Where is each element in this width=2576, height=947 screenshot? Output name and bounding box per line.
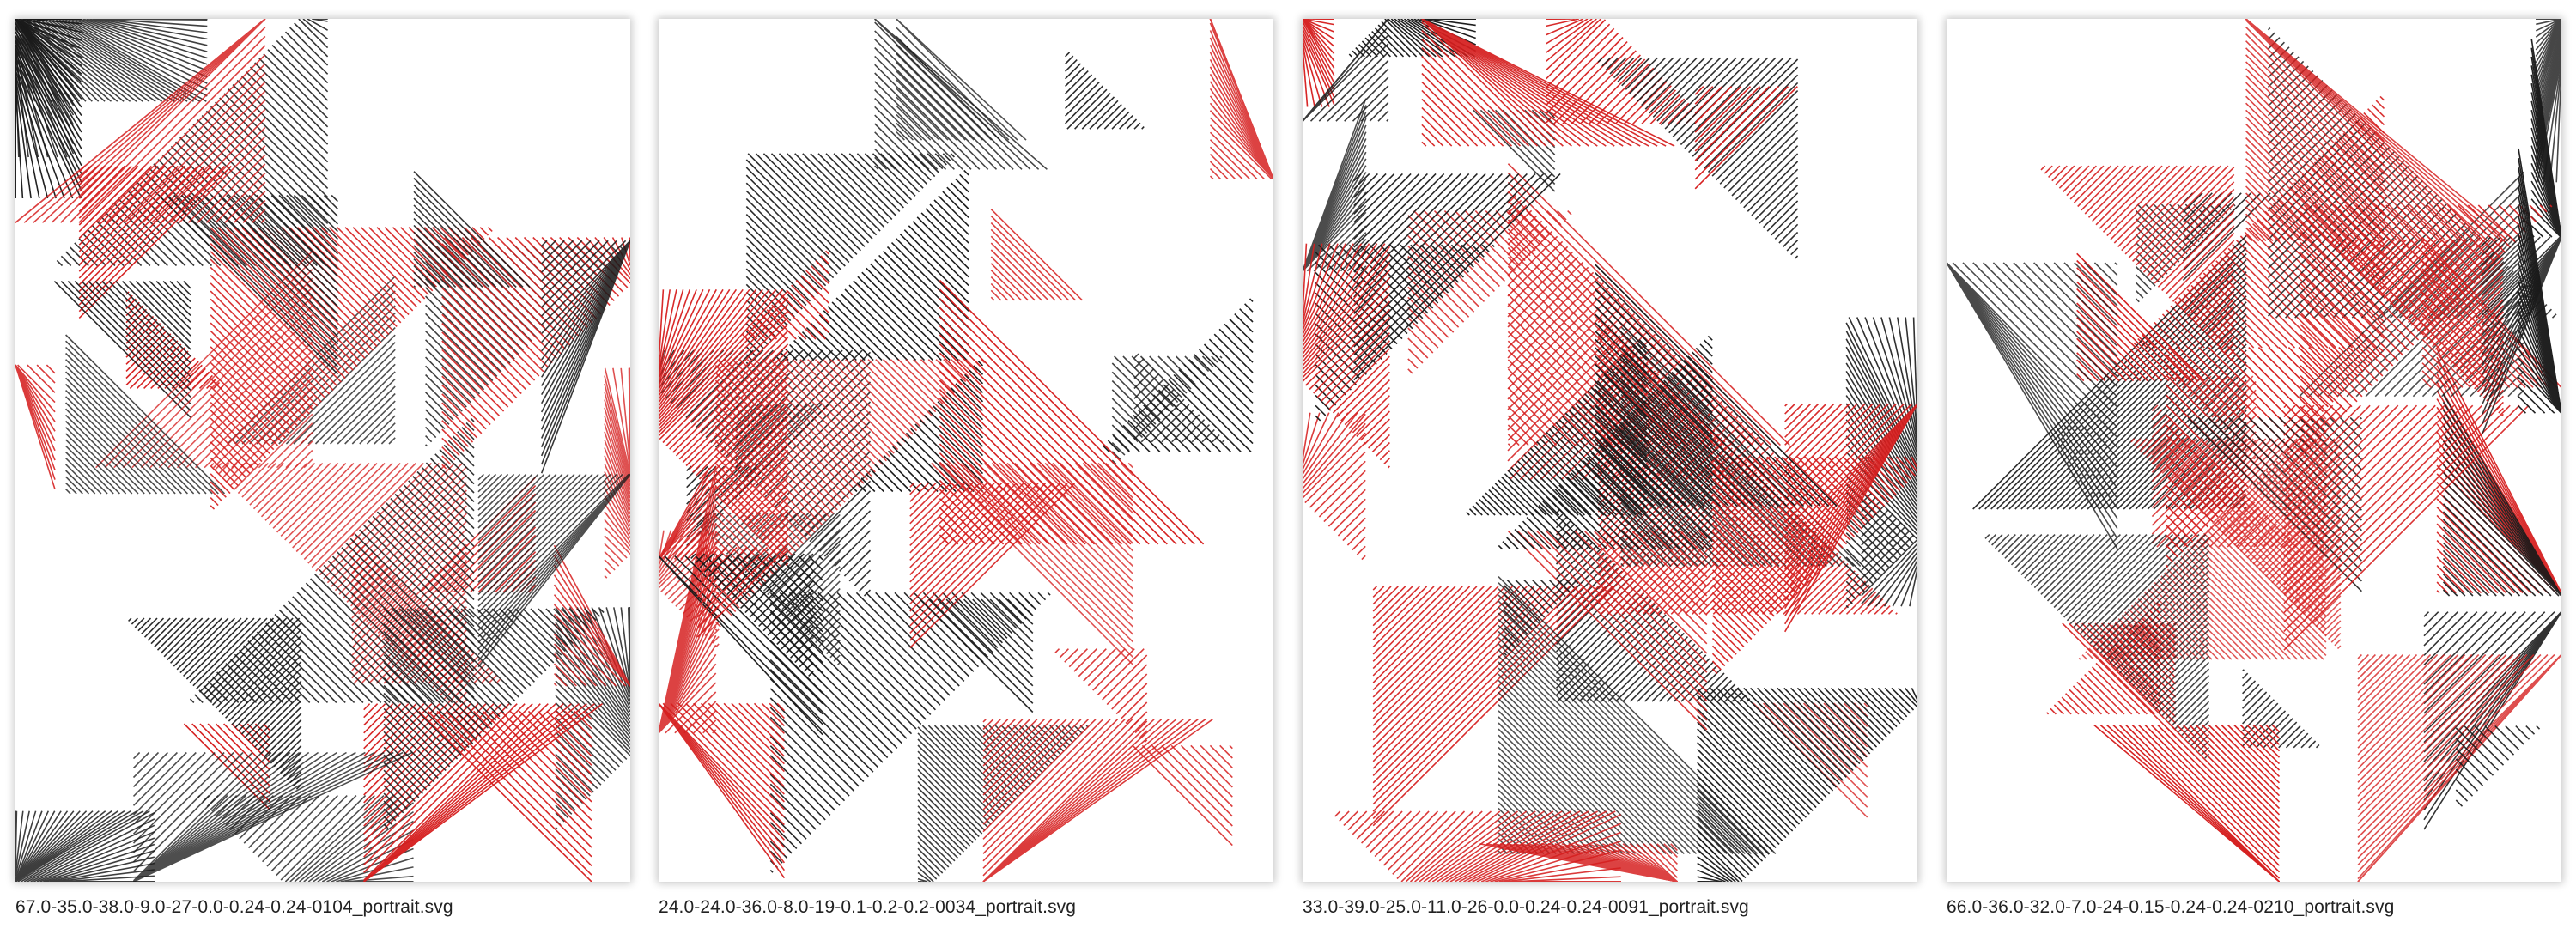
hatched-triangle bbox=[1947, 262, 2118, 549]
hatched-triangle bbox=[2518, 148, 2561, 414]
hatched-triangle bbox=[1753, 702, 1868, 818]
hatched-triangle bbox=[1498, 335, 1713, 550]
hatched-triangle bbox=[931, 462, 1133, 665]
hatched-triangle bbox=[745, 153, 955, 365]
hatched-triangle bbox=[1597, 57, 1799, 259]
hatched-triangle bbox=[210, 463, 467, 719]
hatched-triangle bbox=[1697, 687, 1917, 882]
hatched-triangle bbox=[1133, 353, 1225, 443]
hatched-triangle bbox=[2283, 404, 2530, 651]
hatched-triangle bbox=[1353, 173, 1561, 381]
hatched-triangles-artwork bbox=[659, 19, 1273, 882]
hatched-triangle bbox=[15, 19, 266, 223]
hatched-triangle bbox=[2135, 203, 2236, 303]
hatched-triangle bbox=[734, 404, 829, 499]
hatched-triangle bbox=[1694, 86, 1798, 190]
hatched-triangles-artwork bbox=[1947, 19, 2561, 882]
hatched-triangle bbox=[1065, 52, 1145, 130]
hatched-triangle bbox=[2300, 204, 2553, 454]
hatched-triangle bbox=[909, 483, 1076, 649]
hatched-triangle bbox=[15, 810, 155, 882]
artwork-card-3[interactable] bbox=[1303, 19, 1917, 882]
hatched-triangle bbox=[917, 725, 1089, 882]
hatched-triangle bbox=[15, 364, 56, 490]
hatched-triangle bbox=[604, 367, 630, 579]
hatched-triangle bbox=[714, 359, 986, 632]
hatched-triangle bbox=[2421, 236, 2561, 388]
hatched-triangle bbox=[183, 723, 270, 810]
hatched-triangle bbox=[132, 751, 413, 882]
artwork-card-1[interactable] bbox=[15, 19, 630, 882]
hatched-triangle bbox=[1111, 355, 1223, 464]
artwork-card-2[interactable] bbox=[659, 19, 1273, 882]
hatched-triangle bbox=[2535, 19, 2561, 183]
hatched-triangle bbox=[1102, 298, 1254, 452]
hatched-triangle bbox=[1372, 586, 1613, 827]
hatched-triangle bbox=[2436, 349, 2561, 594]
hatched-triangle bbox=[158, 194, 338, 375]
hatched-triangle bbox=[2076, 252, 2205, 382]
hatched-triangles-artwork bbox=[1303, 19, 1917, 882]
hatched-triangle bbox=[1054, 648, 1148, 744]
hatched-triangle bbox=[919, 598, 1034, 713]
hatched-triangle bbox=[990, 209, 1083, 301]
hatched-triangle bbox=[896, 19, 1027, 141]
hatched-triangle bbox=[1303, 412, 1366, 561]
hatched-triangle bbox=[1479, 843, 1678, 882]
hatched-triangle bbox=[2040, 165, 2235, 361]
hatched-triangle bbox=[874, 19, 1048, 170]
hatched-triangle bbox=[1303, 19, 1335, 107]
hatched-triangle bbox=[2187, 416, 2362, 592]
hatched-triangle bbox=[15, 19, 208, 102]
hatched-triangle bbox=[477, 473, 630, 668]
artwork-card-4[interactable] bbox=[1947, 19, 2561, 882]
hatched-triangle bbox=[852, 361, 984, 493]
hatched-triangle bbox=[939, 279, 1205, 545]
hatched-triangle bbox=[2093, 724, 2281, 882]
artwork-filename: 67.0-35.0-38.0-9.0-27-0.0-0.24-0.24-0104… bbox=[15, 897, 453, 917]
hatched-triangle bbox=[1504, 580, 1579, 656]
hatched-triangle bbox=[1303, 243, 1391, 469]
hatched-triangle bbox=[982, 719, 1213, 882]
hatched-triangle bbox=[1595, 264, 1838, 507]
artwork-filename: 66.0-36.0-32.0-7.0-24-0.15-0.24-0.24-021… bbox=[1947, 897, 2395, 917]
hatched-triangle bbox=[2357, 653, 2561, 882]
hatched-triangle bbox=[1132, 744, 1233, 847]
hatched-triangle bbox=[1508, 531, 1708, 731]
hatched-triangle bbox=[189, 417, 475, 703]
hatched-triangle bbox=[2242, 669, 2320, 749]
hatched-triangle bbox=[2423, 611, 2561, 830]
hatched-triangle bbox=[540, 240, 630, 474]
hatched-triangle bbox=[65, 334, 226, 495]
artwork-filename: 33.0-39.0-25.0-11.0-26-0.0-0.24-0.24-009… bbox=[1303, 897, 1749, 917]
hatched-triangles-artwork bbox=[15, 19, 630, 882]
hatched-triangle bbox=[690, 553, 814, 677]
hatched-triangle bbox=[1984, 534, 2210, 759]
hatched-triangle bbox=[776, 169, 969, 361]
hatched-triangle bbox=[383, 608, 605, 829]
hatched-triangle bbox=[1303, 19, 1389, 122]
hatched-triangle bbox=[210, 227, 493, 510]
artwork-filename: 24.0-24.0-36.0-8.0-19-0.1-0.2-0.2-0034_p… bbox=[659, 897, 1077, 917]
hatched-triangle bbox=[1421, 19, 1675, 147]
hatched-triangle bbox=[2455, 725, 2541, 807]
hatched-triangle bbox=[413, 171, 531, 288]
hatched-triangle bbox=[659, 702, 786, 879]
hatched-triangle bbox=[659, 288, 789, 566]
hatched-triangle bbox=[2046, 602, 2160, 715]
hatched-triangle bbox=[53, 281, 191, 418]
hatched-triangle bbox=[418, 710, 592, 882]
hatched-triangle bbox=[1498, 576, 1777, 854]
hatched-triangle bbox=[2442, 393, 2561, 597]
hatched-triangle bbox=[1209, 19, 1273, 180]
